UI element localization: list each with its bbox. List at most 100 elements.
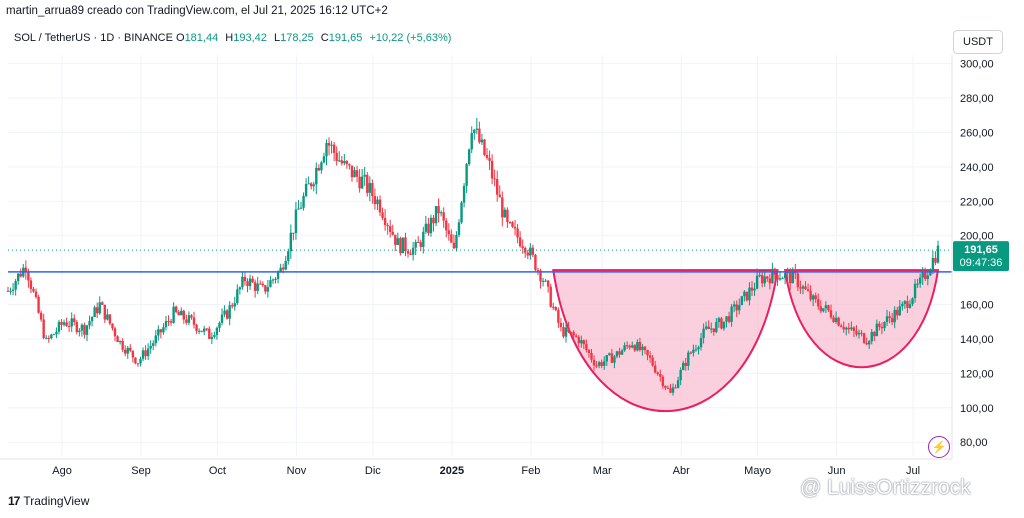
candle-body (185, 319, 188, 323)
candle-body (45, 337, 48, 339)
candle-body (276, 272, 280, 279)
candle-body (93, 307, 96, 318)
candle-body (307, 183, 310, 185)
candle-body (875, 323, 879, 337)
candle-body (771, 268, 774, 284)
x-tick-label: Jul (906, 465, 920, 477)
x-tick-label: Abr (673, 465, 690, 477)
support-line[interactable] (8, 249, 952, 273)
candle-body (702, 328, 705, 339)
candle-body (396, 238, 400, 245)
candle-body (292, 232, 295, 234)
candle-body (870, 332, 873, 342)
candle-body (111, 323, 114, 329)
candle-body (620, 350, 624, 355)
candle-body (631, 345, 634, 348)
currency-button[interactable]: USDT (953, 30, 1003, 54)
candle-body (78, 330, 81, 333)
candle-body (529, 247, 532, 256)
candle-body (860, 332, 863, 334)
open-label: O (176, 32, 185, 44)
candle-body (368, 183, 372, 193)
candle-body (496, 179, 499, 195)
candle-body (195, 324, 198, 331)
candle-body (218, 322, 221, 328)
candle-body (811, 295, 815, 300)
candle-body (434, 206, 438, 224)
candle-body (131, 350, 135, 358)
candle-body (52, 334, 56, 336)
candle-body (213, 335, 216, 337)
candle-body (855, 330, 858, 335)
candle-body (908, 304, 912, 308)
candle-body (704, 326, 708, 329)
candle-body (559, 322, 563, 328)
candle-body (766, 276, 769, 279)
candle-body (934, 257, 937, 263)
candle-body (34, 291, 38, 297)
candle-body (231, 305, 234, 307)
candle-body (388, 226, 392, 232)
candle-body (414, 242, 417, 248)
candle-body (873, 332, 876, 337)
candle-body (516, 228, 519, 238)
candle-body (439, 212, 443, 214)
candle-body (842, 326, 845, 330)
candle-body (47, 337, 50, 339)
candle-body (350, 165, 354, 178)
candle-body (580, 340, 583, 344)
symbol-label[interactable]: SOL / TetherUS · 1D · BINANCE (14, 32, 173, 44)
candle-body (490, 160, 494, 179)
candle-body (197, 330, 201, 332)
candle-body (707, 326, 710, 330)
high-label: H (225, 32, 234, 44)
candle-body (478, 128, 481, 143)
candle-body (562, 327, 565, 337)
candle-body (409, 253, 412, 255)
ohlc-legend: SOL / TetherUS · 1D · BINANCE O181,44 H1… (14, 32, 455, 44)
candle-body (503, 209, 507, 218)
candle-body (592, 359, 596, 366)
candle-body (521, 246, 524, 249)
candle-body (689, 352, 693, 354)
candle-body (192, 317, 196, 325)
candle-body (615, 351, 619, 357)
pattern-drawings[interactable] (552, 269, 940, 413)
candle-body (180, 310, 183, 316)
y-axis: 80,00 100,00 120,00 140,00 160,00 200,00 220,0… (951, 55, 994, 459)
candle-body (572, 332, 575, 336)
candle-body (327, 142, 331, 146)
tradingview-mark-icon: 17 (8, 494, 20, 508)
candle-body (541, 280, 545, 282)
candle-body (236, 289, 239, 304)
candle-body (177, 312, 180, 316)
candle-body (73, 318, 76, 323)
candle-body (625, 345, 629, 347)
candle-body (281, 267, 285, 270)
candle-body (366, 174, 369, 193)
candle-body (200, 330, 203, 332)
lightning-icon[interactable]: ⚡ (928, 436, 950, 458)
tradingview-logo[interactable]: 17 TradingView (8, 494, 89, 508)
candle-body (24, 267, 28, 273)
candle-body (577, 336, 580, 344)
candle-body (394, 234, 397, 245)
candle-body (62, 322, 66, 325)
y-tick-label: 220,00 (960, 196, 994, 208)
candle-body (776, 274, 779, 280)
candle-body (302, 195, 305, 208)
candle-body (834, 317, 838, 322)
candle-body (710, 328, 713, 330)
candle-body (501, 197, 504, 218)
candle-body (378, 199, 382, 213)
candle-body (274, 278, 277, 280)
candle-body (159, 329, 163, 333)
candle-body (462, 185, 466, 203)
candle-body (246, 281, 249, 287)
candle-body (419, 242, 422, 247)
candle-body (924, 272, 927, 279)
x-tick-label: Mayo (744, 465, 771, 477)
candle-body (819, 306, 822, 312)
candle-body (343, 161, 346, 164)
